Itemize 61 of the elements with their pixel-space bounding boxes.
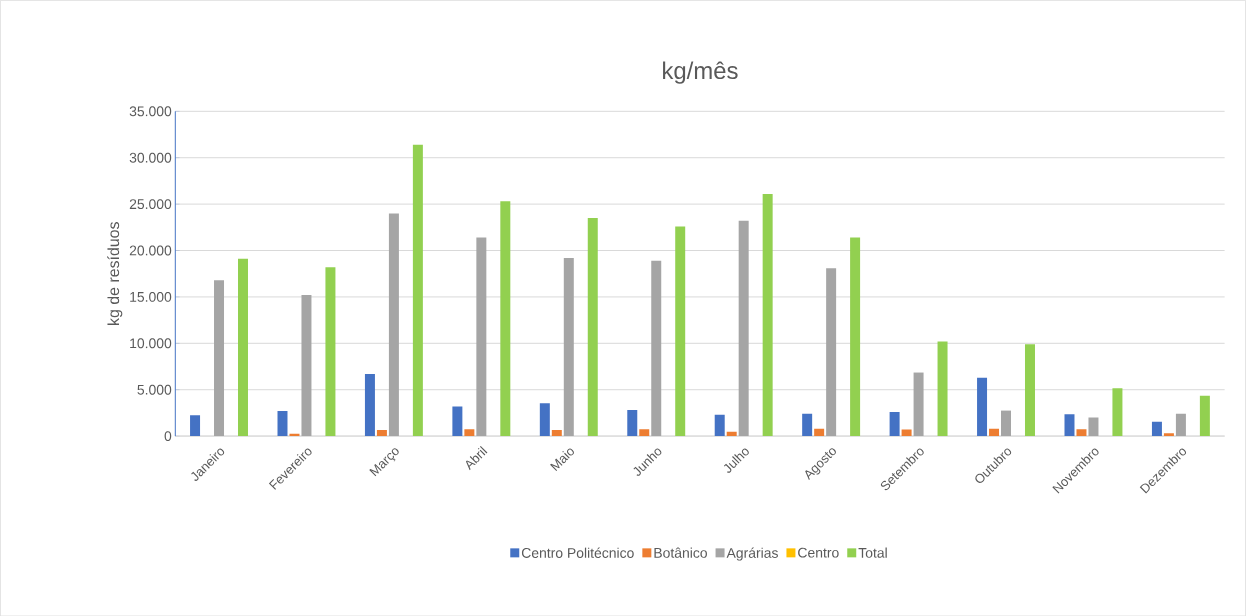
bar — [237, 258, 248, 436]
bar — [814, 428, 825, 436]
bar — [551, 429, 562, 436]
bar — [627, 409, 638, 436]
bar — [1151, 421, 1162, 436]
bar — [1088, 417, 1099, 436]
chart-title: kg/mês — [663, 61, 738, 84]
bar — [190, 415, 201, 436]
bar — [850, 237, 861, 436]
bar — [1163, 433, 1174, 436]
bar — [476, 237, 487, 436]
bar — [364, 373, 375, 436]
y-tick-label: 25.000 — [129, 198, 172, 209]
bar — [1175, 413, 1186, 436]
bar — [412, 144, 423, 436]
legend-label: Centro Politécnico — [521, 547, 634, 558]
legend-label: Agrárias — [726, 547, 778, 561]
legend-label: Botânico — [654, 547, 707, 558]
bar — [901, 429, 912, 436]
bar — [762, 193, 773, 436]
bar — [826, 267, 837, 436]
y-tick-label: 5.000 — [137, 384, 172, 395]
bar — [651, 260, 662, 436]
bar — [639, 428, 650, 436]
bar — [989, 428, 1000, 436]
bar — [1112, 388, 1123, 436]
bar — [889, 411, 900, 436]
y-tick-label: 10.000 — [130, 338, 172, 349]
bar — [214, 280, 225, 436]
bar — [738, 220, 749, 436]
bar — [376, 429, 387, 436]
bar — [802, 413, 813, 436]
y-tick-label: 15.000 — [130, 291, 172, 302]
y-tick-label: 0 — [164, 430, 172, 441]
bar — [325, 267, 336, 436]
bar — [1001, 410, 1012, 436]
bar — [388, 213, 399, 436]
bar — [301, 294, 312, 436]
bar — [977, 377, 988, 436]
bar — [452, 406, 463, 436]
y-axis-title: kg de resíduos — [107, 221, 123, 325]
y-tick-label: 30.000 — [129, 152, 172, 163]
bar — [1064, 414, 1075, 436]
bar — [1024, 344, 1035, 436]
bar — [587, 217, 598, 436]
legend-label: Total — [858, 547, 887, 558]
bar — [726, 431, 737, 436]
bar — [539, 402, 550, 436]
bar — [675, 226, 686, 436]
bar — [563, 257, 574, 436]
bar — [913, 372, 924, 436]
bar — [277, 410, 288, 436]
bar — [1199, 395, 1210, 436]
bar — [464, 428, 475, 436]
y-tick-label: 35.000 — [129, 106, 172, 117]
y-tick-label: 20.000 — [129, 245, 172, 256]
bar — [714, 414, 725, 436]
bar — [937, 341, 948, 436]
legend-label: Centro — [798, 547, 839, 558]
bar — [1076, 428, 1087, 436]
bar — [500, 201, 511, 436]
